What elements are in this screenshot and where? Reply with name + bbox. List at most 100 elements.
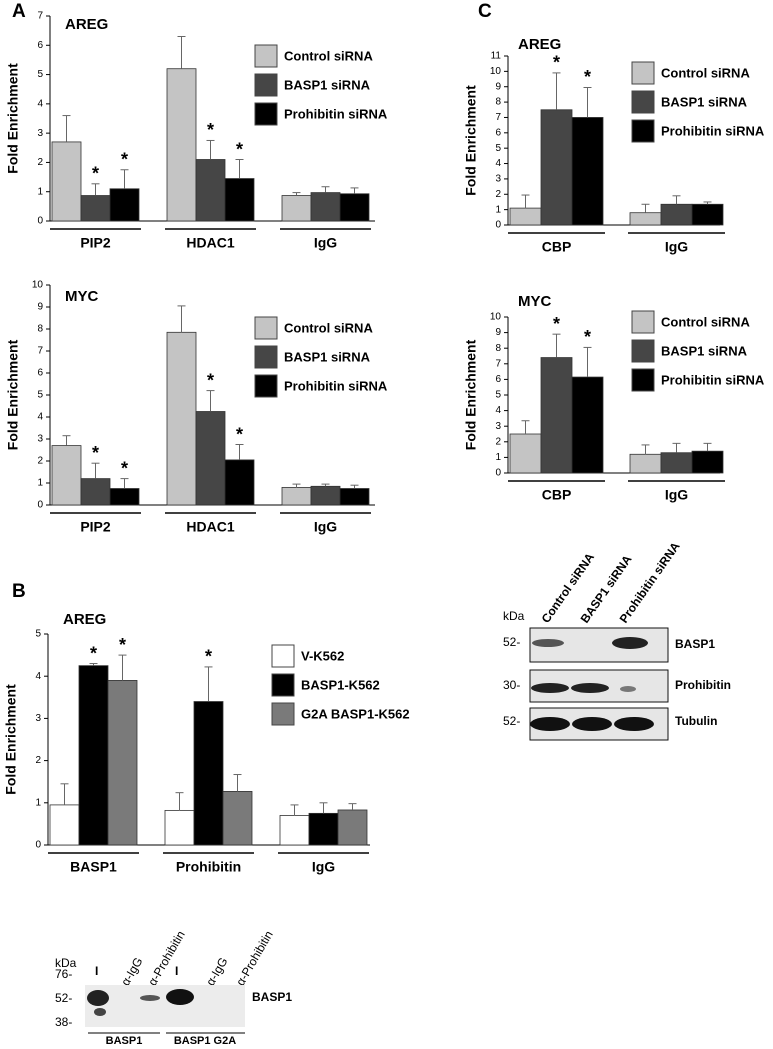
y-tick-label: 0: [495, 220, 501, 231]
bar: [571, 117, 604, 226]
bar: [80, 478, 111, 506]
bar: [691, 203, 724, 226]
bar: [308, 812, 339, 846]
legend-label: Prohibitin siRNA: [284, 378, 388, 393]
legend-label: V-K562: [301, 648, 344, 663]
x-tick-label: IgG: [665, 487, 688, 503]
lane-label: α-IgG: [118, 955, 145, 988]
significance-marker: *: [205, 647, 212, 667]
y-axis-label: Fold Enrichment: [5, 63, 21, 174]
lane-label: α-Prohibitin: [233, 928, 276, 988]
western-blot: kDa I α-IgG α-Prohibitin I α-IgG α-Prohi…: [55, 928, 292, 1047]
band: [94, 1008, 106, 1016]
y-tick-label: 2: [35, 755, 41, 766]
y-tick-label: 5: [35, 629, 41, 640]
x-tick-label: HDAC1: [186, 235, 234, 251]
blot-row-label: Tubulin: [675, 714, 717, 728]
blot-unit: kDa: [503, 609, 525, 623]
bar: [195, 159, 226, 222]
y-tick-label: 8: [495, 343, 501, 354]
x-tick-label: CBP: [542, 239, 572, 255]
legend-swatch: [631, 368, 655, 392]
legend-label: BASP1 siRNA: [284, 77, 371, 92]
significance-marker: *: [553, 314, 560, 334]
chart-title: MYC: [518, 293, 552, 310]
bar: [80, 195, 111, 222]
bar: [281, 486, 312, 506]
y-tick-label: 0: [35, 840, 41, 851]
x-tick-label: HDAC1: [186, 519, 234, 535]
chart-title: AREG: [63, 611, 106, 628]
y-tick-label: 1: [37, 478, 43, 489]
panel-label: B: [12, 581, 26, 602]
band: [614, 717, 654, 731]
y-tick-label: 5: [37, 390, 43, 401]
blot-marker: 30-: [503, 678, 520, 692]
y-axis-label: Fold Enrichment: [463, 85, 479, 196]
bar: [339, 488, 370, 506]
significance-marker: *: [207, 370, 214, 390]
bar: [337, 809, 368, 846]
legend-swatch: [631, 61, 655, 85]
blot-group-label: BASP1: [106, 1035, 143, 1047]
y-axis-label: Fold Enrichment: [5, 339, 21, 450]
significance-marker: *: [121, 150, 128, 170]
bar: [339, 193, 370, 222]
x-tick-label: Prohibitin: [176, 859, 241, 875]
band: [571, 683, 609, 693]
bar: [310, 485, 341, 506]
bar: [164, 809, 195, 846]
significance-marker: *: [92, 443, 99, 463]
legend-swatch: [254, 102, 278, 126]
y-tick-label: 8: [495, 97, 501, 108]
band: [530, 717, 570, 731]
band: [532, 639, 564, 647]
y-tick-label: 6: [495, 374, 501, 385]
y-tick-label: 6: [495, 127, 501, 138]
y-tick-label: 3: [37, 128, 43, 139]
x-tick-label: BASP1: [70, 859, 117, 875]
bar: [281, 195, 312, 222]
blot-marker: 52-: [503, 714, 520, 728]
chart-title: AREG: [518, 36, 561, 53]
bar: [49, 804, 80, 846]
y-tick-label: 1: [495, 452, 501, 463]
y-tick-label: 2: [495, 436, 501, 447]
legend-swatch: [631, 119, 655, 143]
legend-swatch: [254, 374, 278, 398]
y-tick-label: 3: [35, 713, 41, 724]
bar: [629, 453, 662, 474]
significance-marker: *: [584, 67, 591, 87]
significance-marker: *: [121, 458, 128, 478]
legend-label: Control siRNA: [284, 48, 373, 63]
legend-label: Prohibitin siRNA: [661, 123, 765, 138]
y-tick-label: 5: [495, 390, 501, 401]
x-tick-label: IgG: [314, 519, 337, 535]
blot-marker: 76-: [55, 967, 72, 981]
x-tick-label: PIP2: [80, 235, 111, 251]
bar: [166, 331, 197, 506]
western-blot: kDa Control siRNA BASP1 siRNA Prohibitin…: [503, 539, 731, 741]
blot-marker: 52-: [503, 635, 520, 649]
lane-label: I: [175, 964, 178, 978]
y-tick-label: 7: [495, 358, 501, 369]
y-tick-label: 0: [495, 468, 501, 479]
band: [572, 717, 612, 731]
lane-label: I: [95, 964, 98, 978]
legend-label: Control siRNA: [661, 65, 750, 80]
legend-swatch: [254, 44, 278, 68]
band: [620, 686, 636, 692]
significance-marker: *: [207, 120, 214, 140]
legend-swatch: [631, 90, 655, 114]
y-tick-label: 4: [37, 98, 43, 109]
bar: [509, 207, 542, 226]
significance-marker: *: [553, 53, 560, 73]
band: [140, 995, 160, 1001]
y-tick-label: 5: [37, 69, 43, 80]
bar: [279, 815, 310, 846]
bar: [195, 411, 226, 506]
bar: [224, 178, 255, 222]
bar: [660, 203, 693, 226]
legend-swatch: [631, 339, 655, 363]
